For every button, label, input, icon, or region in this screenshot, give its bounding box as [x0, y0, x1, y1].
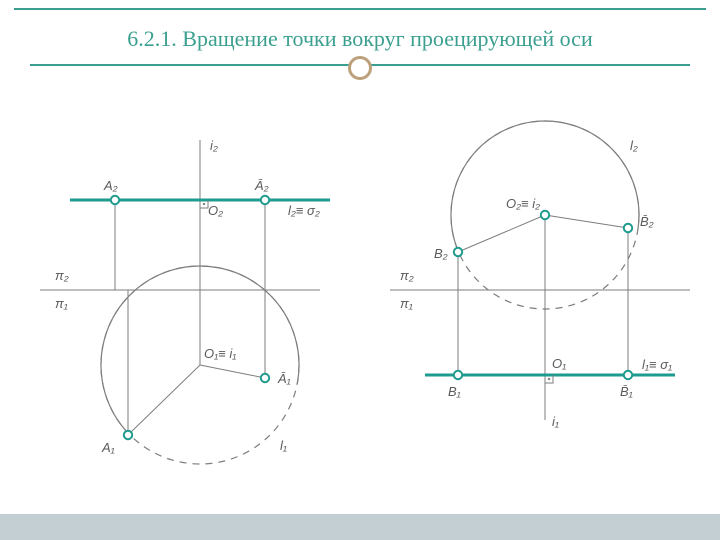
svg-text:l₂≡ σ₂: l₂≡ σ₂ [288, 203, 320, 218]
svg-text:A₂: A₂ [103, 178, 118, 193]
svg-text:l₁: l₁ [280, 438, 287, 453]
svg-text:B₁: B₁ [448, 384, 461, 399]
svg-text:O₂≡ i₂: O₂≡ i₂ [506, 196, 540, 211]
slide-title: 6.2.1. Вращение точки вокруг проецирующе… [30, 26, 690, 52]
slide: 6.2.1. Вращение точки вокруг проецирующе… [0, 0, 720, 540]
svg-text:π₂: π₂ [55, 268, 69, 283]
svg-text:B̄₂: B̄₂ [640, 214, 654, 229]
svg-text:i₂: i₂ [210, 138, 218, 153]
left-diagram: π₂ π₁ i₂ l₂≡ σ₂ l₁ O₂ O₁≡ i₁ A₂ Ā₂ A₁ Ā₁ [0, 100, 360, 490]
svg-text:π₂: π₂ [400, 268, 414, 283]
right-diagram: π₂ π₁ l₂ i₁ l₁≡ σ₁ O₂≡ i₂ O₁ B₂ B̄₂ B₁ B̄₁ [360, 100, 720, 490]
diagram-area: π₂ π₁ i₂ l₂≡ σ₂ l₁ O₂ O₁≡ i₁ A₂ Ā₂ A₁ Ā₁ π₂ π₁ l₂ i₁ l… [0, 100, 720, 490]
svg-text:l₁≡ σ₁: l₁≡ σ₁ [642, 357, 672, 372]
svg-text:B̄₁: B̄₁ [620, 384, 633, 399]
svg-text:O₂: O₂ [208, 203, 223, 218]
svg-text:O₁: O₁ [552, 356, 566, 371]
bottom-band [0, 514, 720, 540]
svg-text:i₁: i₁ [552, 414, 559, 429]
svg-text:A₁: A₁ [101, 440, 115, 455]
svg-text:O₁≡ i₁: O₁≡ i₁ [204, 346, 236, 361]
title-circle-decoration [348, 56, 372, 80]
svg-text:Ā₁: Ā₁ [277, 371, 291, 386]
top-border [14, 8, 706, 10]
svg-text:B₂: B₂ [434, 246, 448, 261]
svg-text:Ā₂: Ā₂ [254, 178, 269, 193]
svg-text:l₂: l₂ [630, 138, 638, 153]
svg-text:π₁: π₁ [55, 296, 68, 311]
svg-text:π₁: π₁ [400, 296, 413, 311]
